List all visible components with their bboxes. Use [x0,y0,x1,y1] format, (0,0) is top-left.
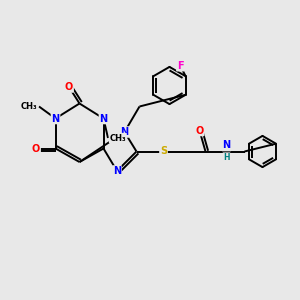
Text: N: N [99,113,108,124]
Text: O: O [32,143,40,154]
Text: N: N [120,127,129,137]
Text: N: N [51,113,60,124]
Text: N: N [222,140,231,151]
Text: H: H [223,153,230,162]
Text: F: F [177,61,184,71]
Text: O: O [65,82,73,92]
Text: N: N [113,166,121,176]
Text: S: S [160,146,167,157]
Text: O: O [195,125,204,136]
Text: CH₃: CH₃ [110,134,126,142]
Text: CH₃: CH₃ [21,102,38,111]
